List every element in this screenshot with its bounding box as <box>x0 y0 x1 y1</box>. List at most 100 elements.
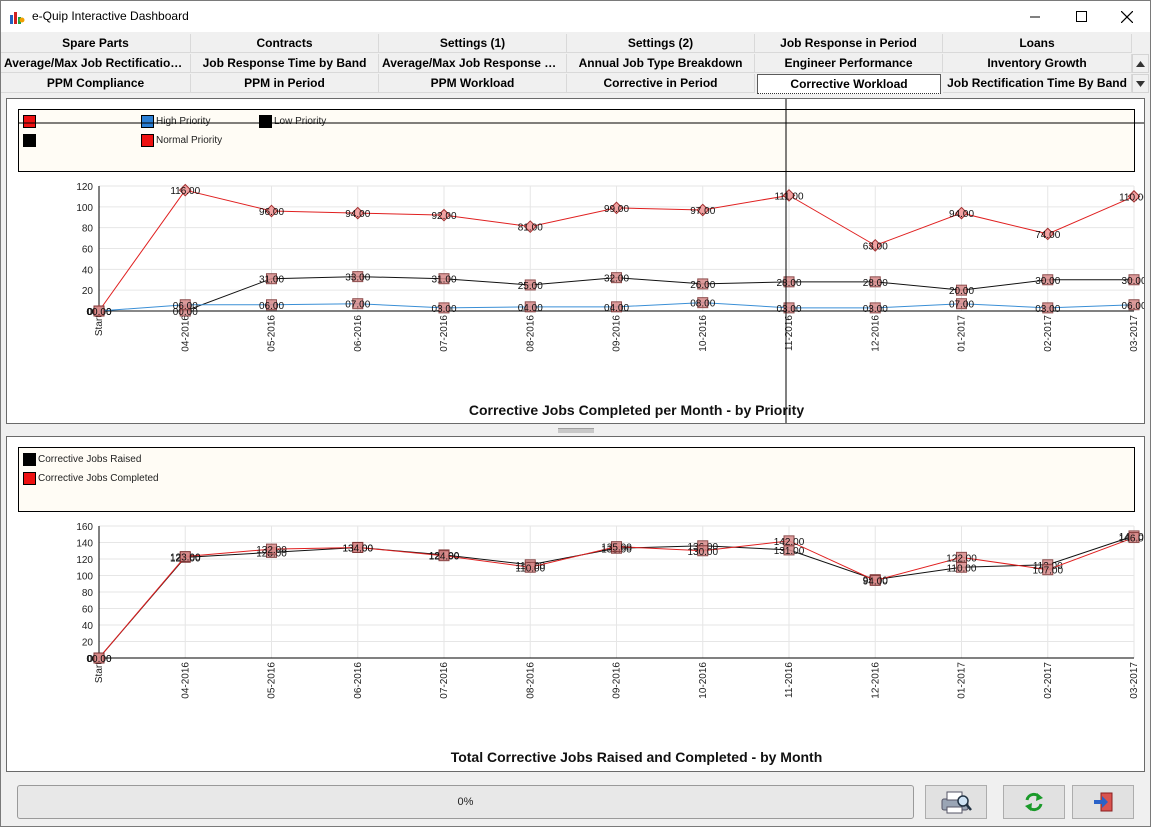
legend-swatch <box>23 134 36 147</box>
x-tick-label: 09-2016 <box>612 315 623 352</box>
tab-engineer-performance[interactable]: Engineer Performance <box>755 54 943 73</box>
data-label: 107.00 <box>1032 566 1063 577</box>
priority-chart-panel: High Priority Low Priority Normal Priori… <box>6 98 1145 424</box>
data-point <box>524 279 536 291</box>
tab-annual-job-type-breakdown[interactable]: Annual Job Type Breakdown <box>567 54 755 73</box>
data-label: 00.00 <box>173 307 198 318</box>
x-tick-label: 07-2016 <box>439 662 450 699</box>
exit-button[interactable] <box>1072 785 1134 819</box>
window-title: e-Quip Interactive Dashboard <box>32 9 189 23</box>
data-label: 07.00 <box>949 300 974 311</box>
tab-job-response-time-by-band[interactable]: Job Response Time by Band <box>191 54 379 73</box>
data-label: 06.00 <box>1121 301 1144 312</box>
data-label: 146.00 <box>1119 534 1144 545</box>
y-tick-label: 100 <box>76 572 93 583</box>
legend-swatch <box>23 472 36 485</box>
x-tick-label: 05-2016 <box>267 315 278 352</box>
x-tick-label: Start <box>94 662 105 683</box>
data-point <box>696 203 710 217</box>
data-label: 122.00 <box>946 553 977 564</box>
tab-ppm-compliance[interactable]: PPM Compliance <box>1 74 191 93</box>
tab-spare-parts[interactable]: Spare Parts <box>1 34 191 53</box>
tab-ppm-in-period[interactable]: PPM in Period <box>191 74 379 93</box>
tab-job-response-in-period[interactable]: Job Response in Period <box>755 34 943 53</box>
tab-job-rectification-time-by-band[interactable]: Job Rectification Time By Band <box>943 74 1132 93</box>
maximize-button[interactable] <box>1058 1 1104 32</box>
data-point <box>611 272 622 284</box>
y-tick-label: 60 <box>82 605 94 616</box>
data-point <box>697 278 709 290</box>
y-tick-label: 40 <box>82 621 94 632</box>
data-point <box>352 298 364 310</box>
data-point <box>1042 302 1054 314</box>
tab-loans[interactable]: Loans <box>943 34 1132 53</box>
splitter-handle[interactable] <box>558 428 594 433</box>
legend-swatch <box>259 115 272 128</box>
x-tick-label: Start <box>94 315 105 336</box>
data-label: 94.00 <box>949 209 974 220</box>
data-label: 94.00 <box>863 576 888 587</box>
x-tick-label: 02-2017 <box>1043 315 1054 352</box>
x-tick-label: 04-2016 <box>180 315 191 352</box>
refresh-icon <box>1025 792 1043 812</box>
legend-item-normal-priority: Normal Priority <box>141 134 222 147</box>
data-label: 04.00 <box>518 303 543 314</box>
data-point <box>1127 190 1141 203</box>
data-point <box>265 204 278 218</box>
x-tick-label: 02-2017 <box>1043 662 1054 699</box>
x-tick-label: 06-2016 <box>353 315 364 352</box>
tab-corrective-in-period[interactable]: Corrective in Period <box>567 74 755 93</box>
data-point <box>524 301 536 313</box>
x-tick-label: 03-2017 <box>1129 315 1140 352</box>
tab-strip: Spare Parts Contracts Settings (1) Setti… <box>1 34 1150 96</box>
data-label: 03.00 <box>776 304 801 315</box>
progress-bar: 0% <box>17 785 914 819</box>
app-logo-icon <box>10 12 25 24</box>
tab-inventory-growth[interactable]: Inventory Growth <box>943 54 1132 73</box>
tab-avg-max-job-rectification[interactable]: Average/Max Job Rectification Time by Ba… <box>1 54 191 73</box>
data-point <box>697 297 709 309</box>
x-tick-label: 11-2016 <box>784 662 795 698</box>
data-point <box>93 305 105 317</box>
data-label: 134.00 <box>342 543 373 554</box>
tab-contracts[interactable]: Contracts <box>191 34 379 53</box>
data-label: 94.00 <box>345 209 370 220</box>
y-tick-label: 100 <box>76 203 93 214</box>
data-label: 33.00 <box>345 273 370 284</box>
data-label: 111.00 <box>774 191 804 202</box>
data-label: 142.00 <box>774 537 805 548</box>
y-tick-label: 120 <box>76 555 93 566</box>
tab-settings-2[interactable]: Settings (2) <box>567 34 755 53</box>
print-preview-button[interactable] <box>925 785 987 819</box>
data-label: 96.00 <box>259 207 284 218</box>
tab-settings-1[interactable]: Settings (1) <box>379 34 567 53</box>
refresh-button[interactable] <box>1003 785 1065 819</box>
chart-title: Total Corrective Jobs Raised and Complet… <box>451 749 823 765</box>
tab-ppm-workload[interactable]: PPM Workload <box>379 74 567 93</box>
data-label: 28.00 <box>776 278 801 289</box>
title-bar: e-Quip Interactive Dashboard <box>1 1 1150 32</box>
close-button[interactable] <box>1104 1 1150 32</box>
print-preview-icon <box>941 791 972 814</box>
tab-avg-max-job-response-time[interactable]: Average/Max Job Response Time <box>379 54 567 73</box>
data-label: 63.00 <box>863 241 888 252</box>
data-label: 92.00 <box>431 211 456 222</box>
data-point <box>868 239 882 252</box>
data-point <box>783 276 795 288</box>
minimize-button[interactable] <box>1012 1 1058 32</box>
data-point <box>266 543 277 555</box>
data-label: 97.00 <box>690 206 715 217</box>
data-point <box>352 271 364 283</box>
tab-scroll-up-button[interactable] <box>1132 54 1149 73</box>
maximize-icon <box>1075 11 1087 22</box>
data-label: 132.00 <box>256 545 287 556</box>
tab-corrective-workload[interactable]: Corrective Workload <box>757 74 941 94</box>
data-label: 131.00 <box>774 546 805 557</box>
legend-swatch <box>141 115 154 128</box>
legend-item-jobs-completed: Corrective Jobs Completed <box>23 472 159 485</box>
legend-item-low-priority: Low Priority <box>259 115 326 128</box>
data-point <box>93 652 105 664</box>
x-tick-label: 08-2016 <box>525 315 536 352</box>
tab-scroll-down-button[interactable] <box>1132 74 1149 93</box>
raised-completed-chart-legend: Corrective Jobs Raised Corrective Jobs C… <box>18 447 1135 512</box>
